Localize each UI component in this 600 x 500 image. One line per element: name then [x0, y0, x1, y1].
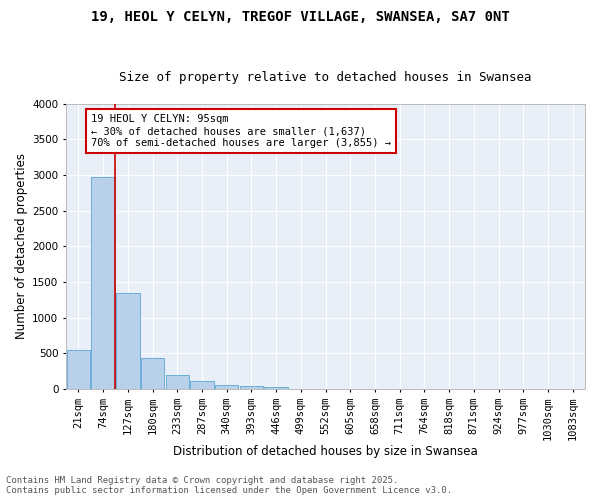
Bar [239, 386, 263, 389]
Bar [265, 387, 288, 389]
Bar [91, 177, 115, 389]
Bar [116, 294, 140, 389]
Bar [215, 384, 238, 389]
X-axis label: Distribution of detached houses by size in Swansea: Distribution of detached houses by size … [173, 444, 478, 458]
Text: Contains HM Land Registry data © Crown copyright and database right 2025.
Contai: Contains HM Land Registry data © Crown c… [6, 476, 452, 495]
Text: 19 HEOL Y CELYN: 95sqm
← 30% of detached houses are smaller (1,637)
70% of semi-: 19 HEOL Y CELYN: 95sqm ← 30% of detached… [91, 114, 391, 148]
Text: 19, HEOL Y CELYN, TREGOF VILLAGE, SWANSEA, SA7 0NT: 19, HEOL Y CELYN, TREGOF VILLAGE, SWANSE… [91, 10, 509, 24]
Bar [190, 381, 214, 389]
Title: Size of property relative to detached houses in Swansea: Size of property relative to detached ho… [119, 72, 532, 85]
Bar [166, 376, 189, 389]
Bar [67, 350, 90, 389]
Bar [141, 358, 164, 389]
Y-axis label: Number of detached properties: Number of detached properties [15, 154, 28, 340]
